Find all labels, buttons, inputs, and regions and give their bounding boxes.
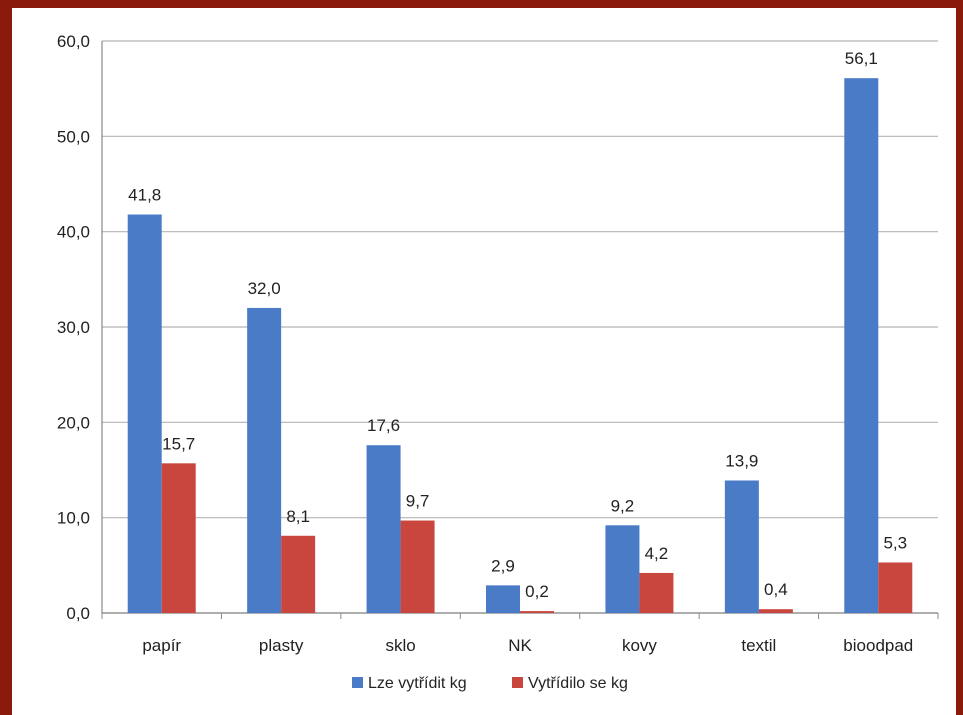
bar-lze-vytridit (127, 214, 162, 614)
bar-vytridilo (161, 463, 196, 613)
legend-label: Lze vytřídit kg (368, 675, 467, 692)
data-label: 13,9 (725, 451, 758, 470)
legend: Lze vytřídit kg Vytřídilo se kg (352, 675, 628, 692)
y-tick-label: 50,0 (57, 127, 90, 146)
data-label: 32,0 (248, 279, 281, 298)
x-tick-label: sklo (385, 636, 415, 655)
data-label: 4,2 (645, 544, 669, 563)
legend-swatch (352, 677, 363, 688)
bar-lze-vytridit (247, 307, 282, 613)
y-tick-label: 40,0 (57, 223, 90, 242)
chart-frame: 0,0 10,0 20,0 30,0 40,0 50,0 60,0 papír plasty sk… (12, 8, 956, 715)
y-tick-label: 30,0 (57, 318, 90, 337)
y-tick-label: 0,0 (66, 604, 90, 623)
bar-vytridilo (520, 611, 554, 613)
x-tick-label: NK (508, 636, 532, 655)
x-tick-label: kovy (622, 636, 657, 655)
data-label: 56,1 (845, 49, 878, 68)
data-label: 41,8 (128, 186, 161, 205)
bar-vytridilo (281, 535, 316, 613)
bar-lze-vytridit (366, 445, 401, 613)
bar-lze-vytridit (605, 525, 640, 613)
bar-lze-vytridit (486, 585, 520, 613)
axes: 0,0 10,0 20,0 30,0 40,0 50,0 60,0 papír plasty sk… (57, 32, 939, 655)
data-label: 2,9 (491, 556, 515, 575)
x-tick-label: plasty (259, 636, 304, 655)
data-label: 9,7 (406, 492, 430, 511)
bar-vytridilo (400, 520, 435, 613)
x-tick-label: textil (741, 636, 776, 655)
data-label: 9,2 (611, 496, 635, 515)
y-tick-label: 60,0 (57, 32, 90, 51)
bar-chart: 0,0 10,0 20,0 30,0 40,0 50,0 60,0 papír plasty sk… (57, 32, 939, 692)
data-labels: 41,8 15,7 32,0 8,1 17,6 9,7 2,9 0,2 9,2 4,2 13,9 0,… (128, 49, 907, 601)
data-label: 0,4 (764, 580, 788, 599)
bars (127, 78, 913, 614)
legend-swatch (512, 677, 523, 688)
data-label: 0,2 (525, 582, 549, 601)
legend-label: Vytřídilo se kg (528, 675, 628, 692)
bar-lze-vytridit (724, 480, 759, 613)
bar-vytridilo (878, 562, 913, 613)
data-label: 17,6 (367, 416, 400, 435)
x-tick-label: bioodpad (843, 636, 913, 655)
y-tick-label: 10,0 (57, 509, 90, 528)
bar-lze-vytridit (844, 78, 879, 614)
y-tick-label: 20,0 (57, 413, 90, 432)
bar-vytridilo (758, 609, 793, 613)
data-label: 5,3 (883, 533, 907, 552)
x-tick-label: papír (142, 636, 181, 655)
data-label: 8,1 (286, 507, 310, 526)
bar-vytridilo (639, 572, 674, 613)
gridlines (102, 40, 938, 614)
data-label: 15,7 (162, 434, 195, 453)
